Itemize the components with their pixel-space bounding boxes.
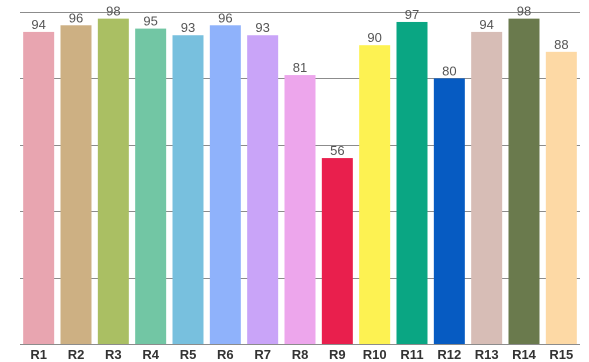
category-label-r4: R4	[142, 347, 159, 362]
value-label-r3: 98	[106, 4, 120, 19]
value-label-r11: 97	[405, 7, 419, 22]
bar-r6	[209, 25, 241, 345]
bar-r15	[545, 51, 577, 345]
bar-r10	[359, 45, 391, 344]
bar-r5	[172, 35, 204, 345]
bar-r9	[321, 158, 353, 344]
bar-r7	[247, 35, 279, 345]
category-label-r11: R11	[400, 347, 423, 362]
category-label-r6: R6	[217, 347, 234, 362]
category-label-r1: R1	[30, 347, 47, 362]
x-axis-labels: R1 R2 R3 R4 R5 R6 R7 R8 R9 R10 R11 R12 R13 R14 R15	[30, 347, 573, 362]
value-label-r4: 95	[143, 14, 157, 29]
value-label-r13: 94	[479, 17, 493, 32]
bars	[23, 18, 577, 345]
bar-r13	[471, 31, 503, 344]
bar-r12	[433, 78, 465, 345]
category-label-r3: R3	[105, 347, 122, 362]
value-label-r6: 96	[218, 10, 232, 25]
category-label-r9: R9	[329, 347, 346, 362]
category-label-r14: R14	[512, 347, 537, 362]
value-label-r15: 88	[554, 37, 568, 52]
value-label-r7: 93	[255, 20, 269, 35]
value-label-r1: 94	[31, 17, 45, 32]
value-label-r12: 80	[442, 63, 456, 78]
value-label-r9: 56	[330, 143, 344, 158]
value-label-r8: 81	[293, 60, 307, 75]
value-label-r10: 90	[367, 30, 381, 45]
category-label-r13: R13	[475, 347, 499, 362]
bar-r8	[284, 75, 316, 344]
value-label-r5: 93	[181, 20, 195, 35]
value-label-r14: 98	[517, 4, 531, 19]
value-labels: 94 96 98 95 93 96 93 81 56 90 97 80 94 98 88	[31, 4, 568, 158]
category-label-r12: R12	[437, 347, 461, 362]
category-label-r7: R7	[254, 347, 271, 362]
category-label-r15: R15	[549, 347, 573, 362]
bar-r2	[60, 25, 92, 345]
category-label-r10: R10	[363, 347, 387, 362]
value-label-r2: 96	[69, 10, 83, 25]
bar-r4	[135, 28, 167, 344]
category-label-r8: R8	[292, 347, 309, 362]
bar-r3	[97, 18, 129, 344]
category-label-r5: R5	[180, 347, 197, 362]
category-label-r2: R2	[68, 347, 85, 362]
bar-r14	[508, 18, 540, 344]
bar-r1	[23, 31, 55, 344]
bar-r11	[396, 21, 428, 345]
